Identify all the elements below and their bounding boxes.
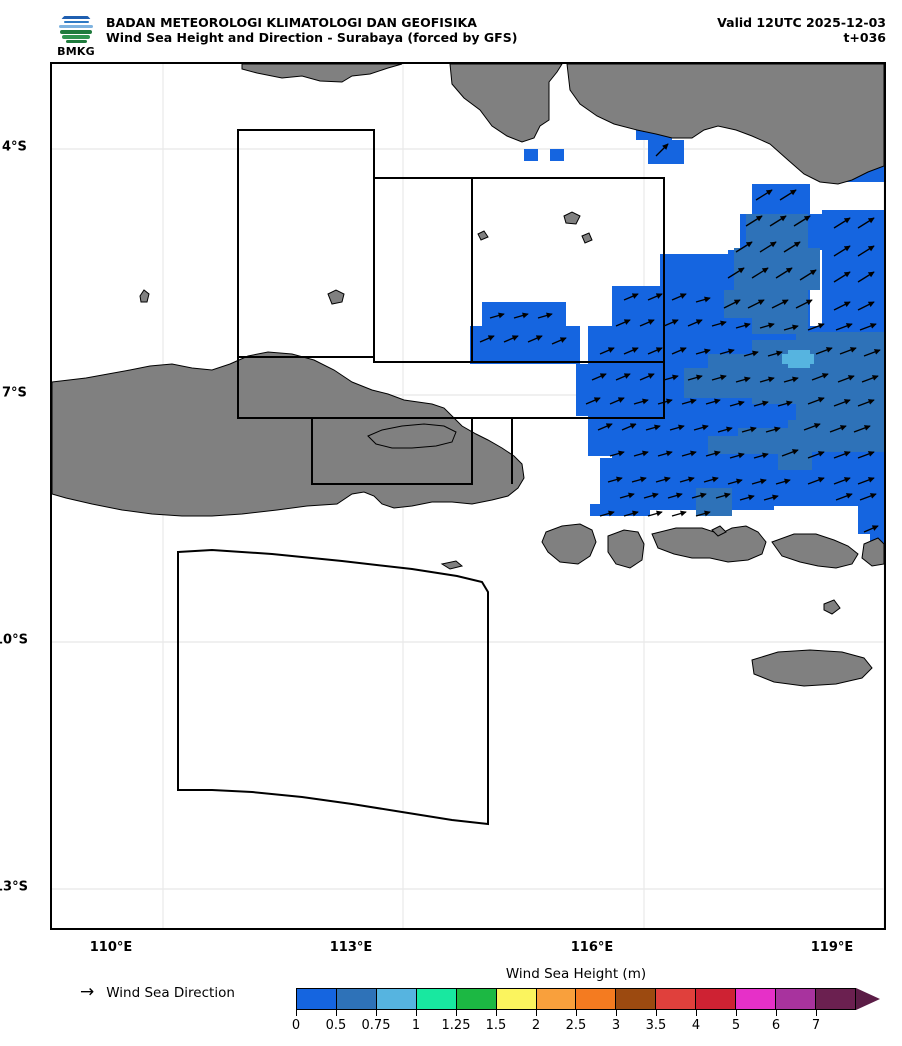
arrow-right-icon: → bbox=[80, 982, 95, 1002]
colorbar-tick-label-6: 2 bbox=[531, 1018, 541, 1033]
colorbar-tick-label-9: 3.5 bbox=[645, 1018, 667, 1033]
colorbar-segment-7 bbox=[576, 989, 617, 1009]
colorbar-tick-11 bbox=[736, 1010, 737, 1016]
colorbar-tick-label-3: 1 bbox=[411, 1018, 421, 1033]
colorbar-tick-3 bbox=[416, 1010, 417, 1016]
y-tick-label-7s: 7°S bbox=[2, 385, 27, 401]
colorbar-tick-label-2: 0.75 bbox=[361, 1018, 391, 1033]
colorbar-tick-6 bbox=[536, 1010, 537, 1016]
bmkg-globe-logo-icon: BMKG bbox=[50, 12, 102, 58]
colorbar-segment-0 bbox=[297, 989, 337, 1009]
colorbar-ticks: 0 0.5 0.75 1 1.25 1.5 2 2.5 3 3.5 4 5 6 7 bbox=[292, 1010, 888, 1040]
colorbar-tick-label-8: 3 bbox=[611, 1018, 621, 1033]
y-tick-label-4s: 4°S bbox=[2, 139, 27, 155]
colorbar-tick-2 bbox=[376, 1010, 377, 1016]
colorbar-tick-label-1: 0.5 bbox=[325, 1018, 347, 1033]
colorbar-tick-5 bbox=[496, 1010, 497, 1016]
colorbar-tick-8 bbox=[616, 1010, 617, 1016]
colorbar-segment-5 bbox=[496, 989, 537, 1009]
colorbar-tick-12 bbox=[776, 1010, 777, 1016]
colorbar-tick-10 bbox=[696, 1010, 697, 1016]
map-plot-area: 4°S 7°S 10°S 13°S 110°E 113°E 116°E 119°… bbox=[0, 62, 886, 955]
colorbar-segment-1 bbox=[336, 989, 377, 1009]
x-tick-label-110e: 110°E bbox=[89, 940, 133, 955]
colorbar-segment-12 bbox=[776, 989, 816, 1009]
colorbar-legend: Wind Sea Height (m) 0 0.5 0.75 1 1.25 1.5 2 2.5… bbox=[292, 966, 888, 1040]
colorbar-segment-8 bbox=[616, 989, 657, 1009]
colorbar-tick-4 bbox=[456, 1010, 457, 1016]
lead-time: t+036 bbox=[843, 30, 886, 45]
product-title: Wind Sea Height and Direction - Surabaya… bbox=[106, 30, 518, 45]
colorbar-segment-13 bbox=[815, 989, 855, 1009]
colorbar-title: Wind Sea Height (m) bbox=[505, 966, 647, 982]
x-tick-label-119e: 119°E bbox=[810, 940, 854, 955]
colorbar-tick-label-5: 1.5 bbox=[485, 1018, 507, 1033]
land-masses bbox=[52, 64, 884, 687]
y-tick-label-10s: 10°S bbox=[0, 632, 28, 648]
map-canvas bbox=[52, 64, 884, 928]
colorbar-tick-label-10: 4 bbox=[691, 1018, 701, 1033]
x-tick-label-116e: 116°E bbox=[570, 940, 614, 955]
y-tick-label-13s: 13°S bbox=[0, 879, 28, 895]
wind-direction-legend-label: Wind Sea Direction bbox=[106, 984, 235, 1001]
colorbar-tick-label-12: 6 bbox=[771, 1018, 781, 1033]
wind-direction-legend: → Wind Sea Direction bbox=[80, 984, 235, 1001]
colorbar-tick-9 bbox=[656, 1010, 657, 1016]
colorbar-tick-1 bbox=[336, 1010, 337, 1016]
colorbar-gradient bbox=[296, 988, 856, 1010]
validity-block: Valid 12UTC 2025-12-03 t+036 bbox=[717, 15, 886, 45]
title-block: BADAN METEOROLOGI KLIMATOLOGI DAN GEOFIS… bbox=[106, 15, 517, 45]
colorbar-tick-0 bbox=[296, 1010, 297, 1016]
colorbar-tick-13 bbox=[816, 1010, 817, 1016]
maritime-zone-boundaries bbox=[177, 129, 665, 826]
colorbar-segment-6 bbox=[536, 989, 577, 1009]
colorbar-tick-label-13: 7 bbox=[811, 1018, 821, 1033]
agency-name: BADAN METEOROLOGI KLIMATOLOGI DAN GEOFIS… bbox=[106, 15, 477, 30]
colorbar-segment-4 bbox=[456, 989, 497, 1009]
logo-wordmark: BMKG bbox=[57, 45, 95, 58]
colorbar-tick-label-7: 2.5 bbox=[565, 1018, 587, 1033]
colorbar-tick-label-11: 5 bbox=[731, 1018, 741, 1033]
colorbar-segment-2 bbox=[376, 989, 417, 1009]
colorbar-segment-9 bbox=[656, 989, 697, 1009]
colorbar-tick-label-0: 0 bbox=[291, 1018, 301, 1033]
page-header: BMKG BADAN METEOROLOGI KLIMATOLOGI DAN G… bbox=[0, 0, 902, 58]
x-tick-label-113e: 113°E bbox=[329, 940, 373, 955]
colorbar-tick-7 bbox=[576, 1010, 577, 1016]
colorbar-extend-arrow bbox=[856, 988, 880, 1010]
colorbar-row bbox=[296, 988, 888, 1010]
valid-time: Valid 12UTC 2025-12-03 bbox=[717, 15, 886, 30]
map-frame bbox=[50, 62, 886, 930]
colorbar-segment-11 bbox=[736, 989, 777, 1009]
colorbar-segment-3 bbox=[416, 989, 457, 1009]
globe-shape bbox=[58, 12, 94, 46]
colorbar-tick-label-4: 1.25 bbox=[441, 1018, 471, 1033]
colorbar-segment-10 bbox=[696, 989, 737, 1009]
